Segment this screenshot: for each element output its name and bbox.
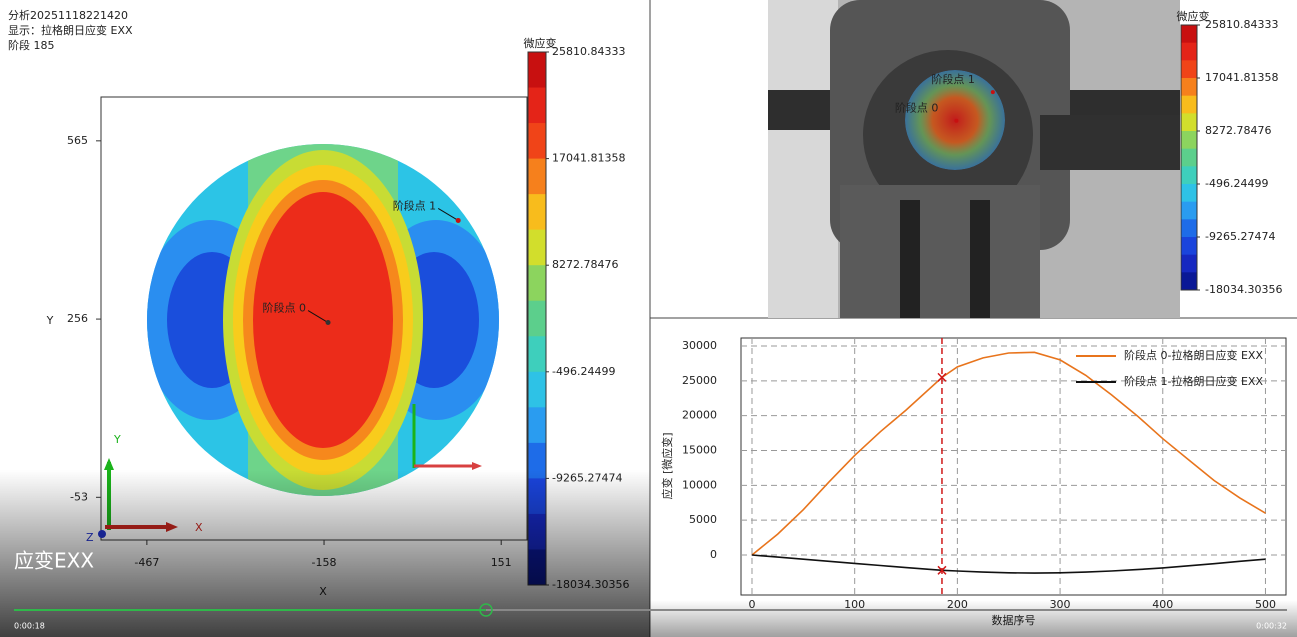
y-tick-label: 0 [710,548,717,561]
axis-name: Y [113,433,121,446]
colorbar-band [1181,237,1197,256]
header-stage: 阶段 185 [8,38,55,52]
colorbar-label: 25810.84333 [1205,18,1278,31]
y-tick-label: 5000 [689,513,717,526]
stage-point [325,320,331,326]
colorbar-label: 25810.84333 [552,45,625,58]
colorbar-band [1181,60,1197,79]
series-line [751,351,1266,556]
colorbar-band [1181,219,1197,238]
colorbar-title: 微应变 [1177,9,1210,23]
colorbar-band [1181,201,1197,220]
time-current: 0:00:18 [14,622,45,631]
y-tick-label: 10000 [682,478,717,491]
colorbar-band [1181,25,1197,44]
player: 应变EXX 0:00:18 0:00:32 [14,549,1287,631]
colorbar-band [528,158,546,195]
colorbar-band [528,52,546,89]
photo-point [954,118,959,123]
y-tick-label: 15000 [682,444,717,457]
colorbar-band [1181,95,1197,114]
colorbar-band [1181,166,1197,185]
player-shade [650,600,1297,637]
series-line [751,554,1266,574]
colorbar-band [1181,42,1197,61]
progress-knob[interactable] [479,603,493,617]
colorbar-band [528,229,546,266]
y-axis-label: 应变 [微应变] [660,432,674,499]
legend-label: 阶段点 1-拉格朗日应变 EXX [1124,374,1263,388]
cursor-marker [937,565,947,575]
colorbar-label: 17041.81358 [1205,71,1278,84]
colorbar-band [1181,131,1197,150]
header-analysis: 分析20251118221420 [8,8,128,22]
colorbar-band [1181,272,1197,291]
colorbar-band [1181,148,1197,167]
colorbar-band [1181,113,1197,132]
stage-point [455,217,461,223]
point-leader [307,310,329,323]
caption: 应变EXX [14,549,94,573]
colorbar-frame [1180,24,1198,291]
colorbar-band [528,407,546,444]
colorbar-label: -496.24499 [1205,177,1268,190]
y-tick-label: 30000 [682,339,717,352]
y-tick-label: 565 [67,134,88,147]
colorbar-label: -496.24499 [552,365,615,378]
colorbar-band [528,300,546,337]
colorbar-band [528,371,546,408]
colorbar-band [528,194,546,231]
y-tick-label: 20000 [682,409,717,422]
colorbar-band [528,87,546,124]
colorbar-label: 8272.78476 [552,258,618,271]
y-axis-label: Y [46,314,54,327]
colorbar-band [528,265,546,302]
point-label: 阶段点 1 [393,198,437,212]
colorbar-title: 微应变 [524,36,557,50]
colorbar-band [1181,78,1197,97]
player-shade [0,470,650,637]
colorbar-band [528,442,546,479]
colorbar-band [1181,254,1197,273]
photo-point [990,90,995,95]
colorbar-label: 8272.78476 [1205,124,1271,137]
photo-point-label: 阶段点 0 [895,101,939,115]
contour-field [147,144,499,496]
colorbar-label: 17041.81358 [552,152,625,165]
y-tick-label: 256 [67,312,88,325]
colorbar-band [528,123,546,160]
header-display: 显示：拉格朗日应变 EXX [8,23,133,37]
legend-label: 阶段点 0-拉格朗日应变 EXX [1124,348,1263,362]
point-leader [437,208,459,221]
cursor-marker [937,372,947,382]
point-label: 阶段点 0 [263,301,307,315]
time-total: 0:00:32 [1256,622,1287,631]
photo-point-label: 阶段点 1 [931,72,975,86]
colorbar-label: -18034.30356 [1205,283,1282,296]
specimen-photo [768,0,1180,318]
colorbar-label: -9265.27474 [1205,230,1275,243]
colorbar-band [528,336,546,373]
colorbar-band [1181,184,1197,203]
y-tick-label: 25000 [682,374,717,387]
